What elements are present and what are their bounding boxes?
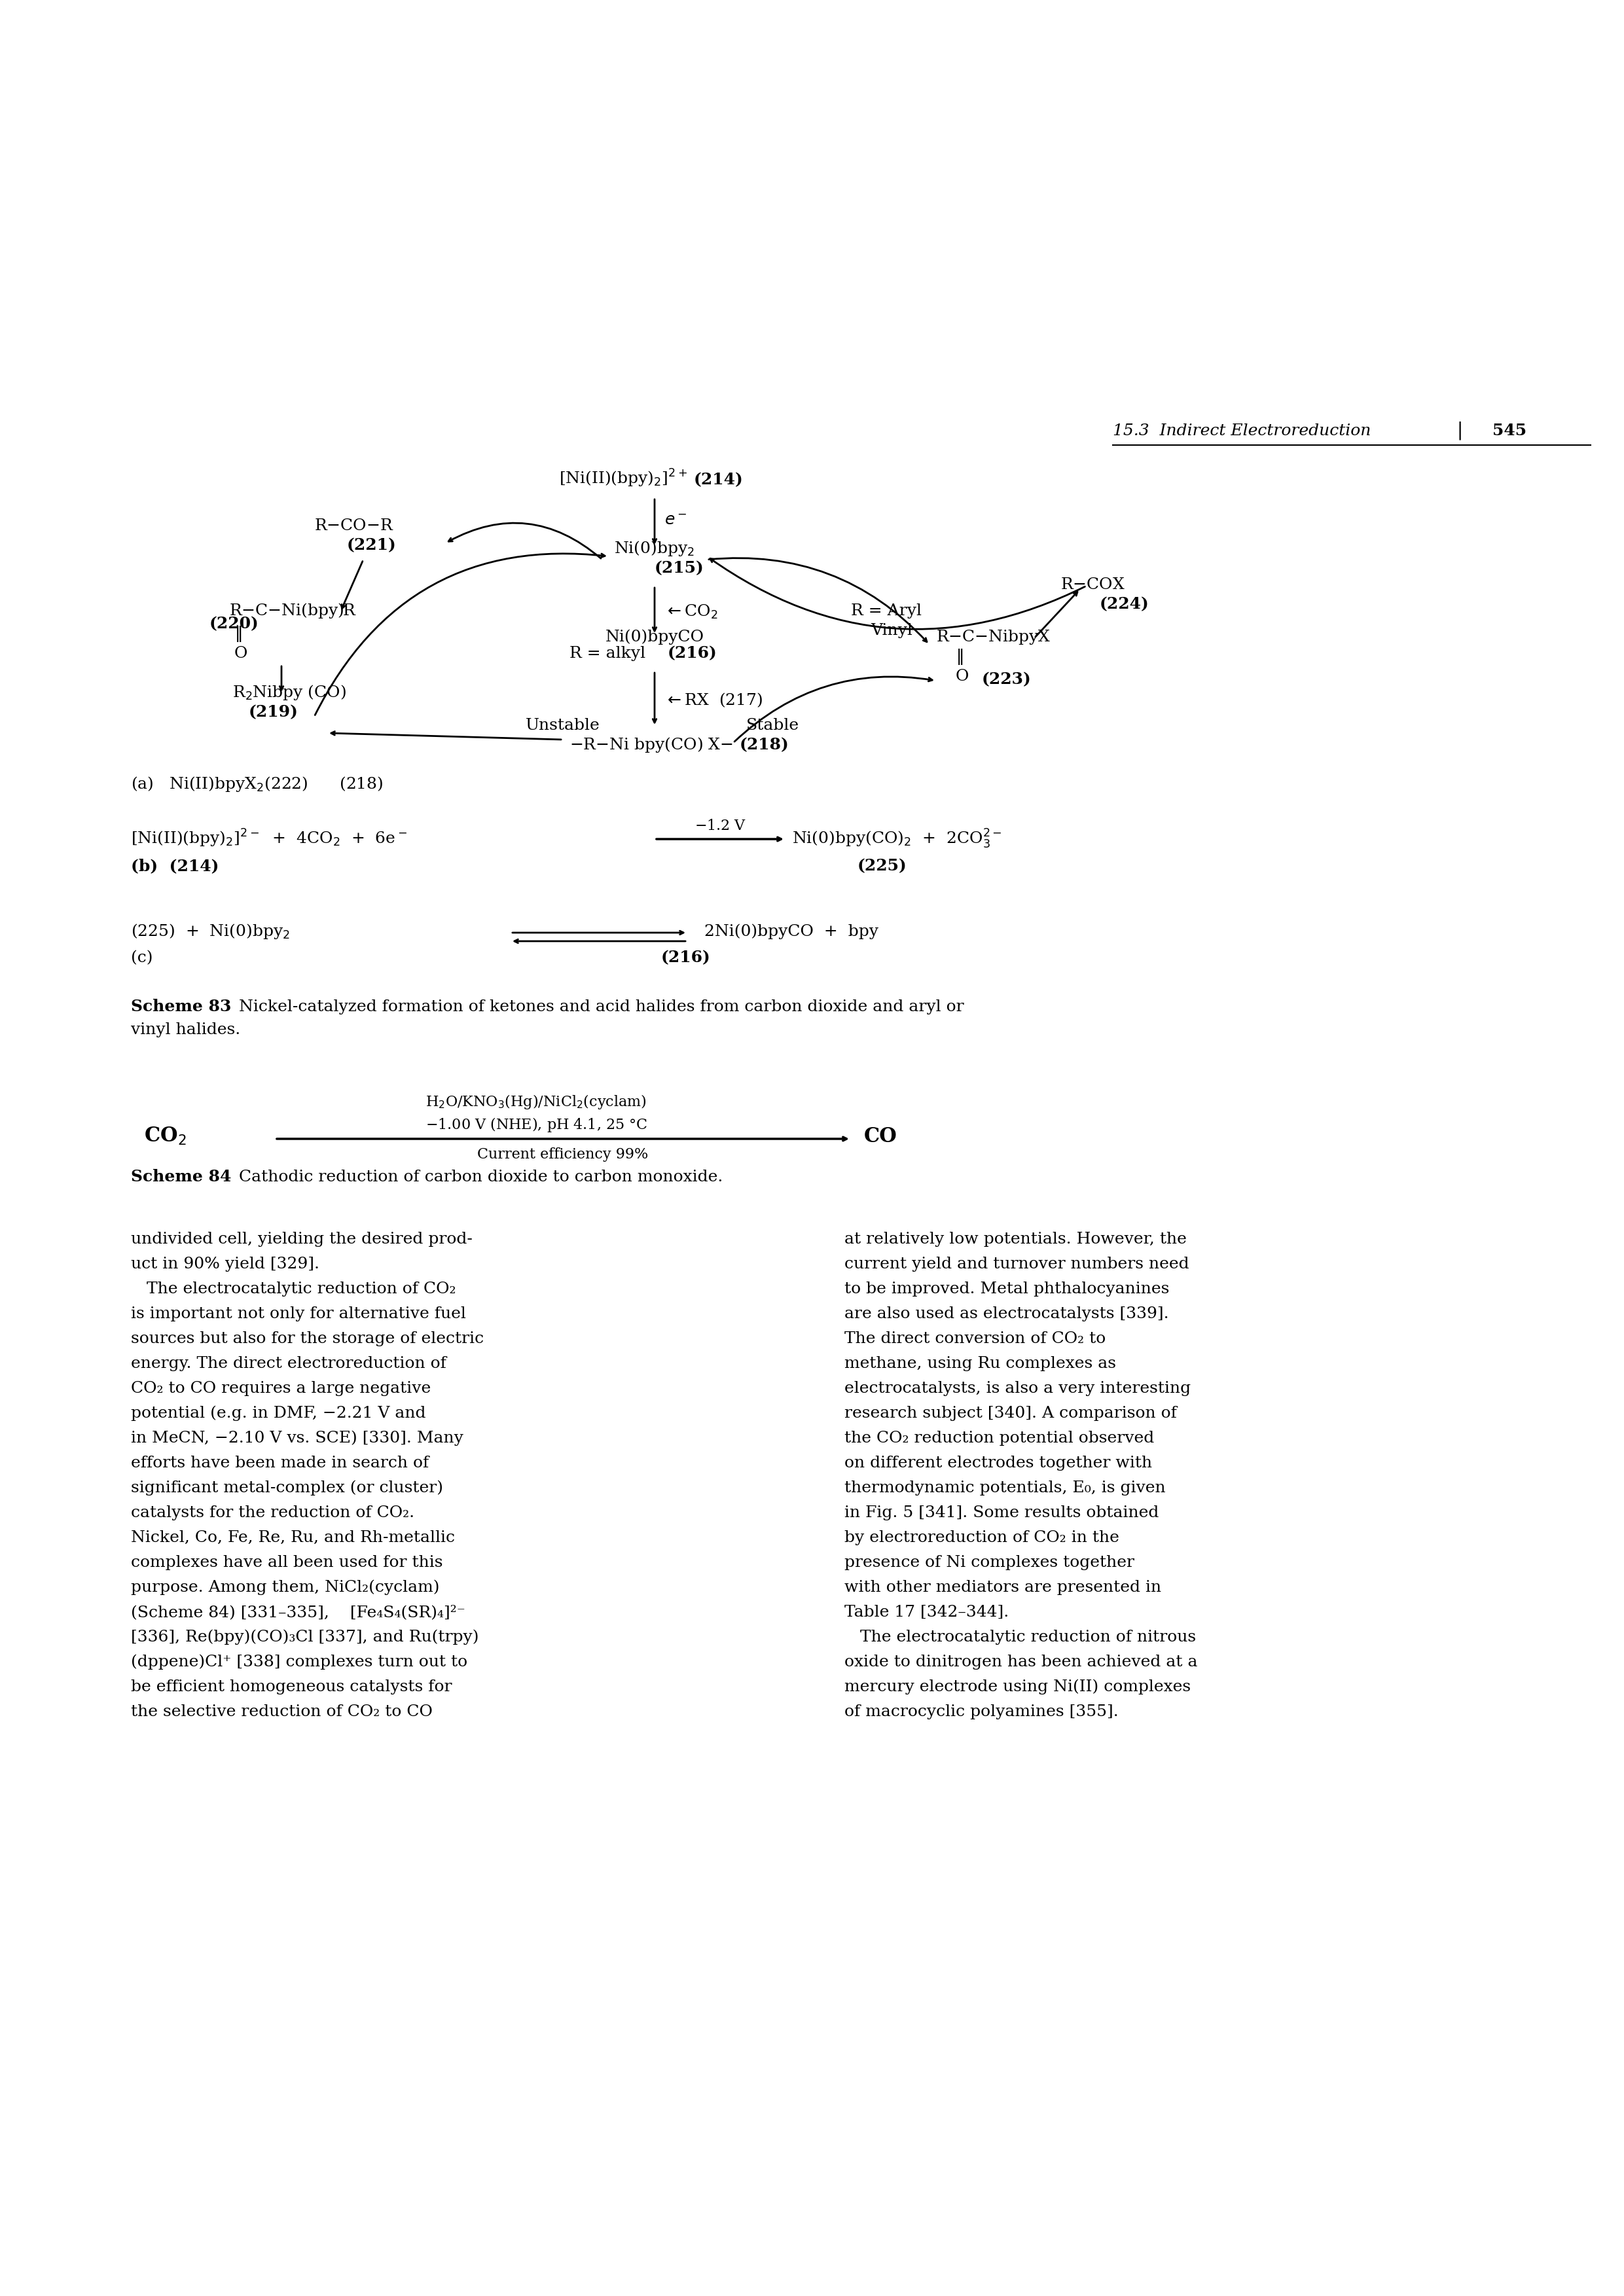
Text: (216): (216) <box>661 951 711 964</box>
Text: at relatively low potentials. However, the: at relatively low potentials. However, t… <box>844 1231 1187 1247</box>
Text: current yield and turnover numbers need: current yield and turnover numbers need <box>844 1256 1189 1272</box>
Text: |: | <box>1457 420 1463 439</box>
Text: Ni(0)bpy$_2$: Ni(0)bpy$_2$ <box>614 540 695 558</box>
Text: (223): (223) <box>983 670 1031 687</box>
Text: $e^-$: $e^-$ <box>664 512 687 528</box>
Text: are also used as electrocatalysts [339].: are also used as electrocatalysts [339]. <box>844 1306 1169 1322</box>
Text: R$-$C$-$NibpyX: R$-$C$-$NibpyX <box>935 629 1051 645</box>
Text: potential (e.g. in DMF, −2.21 V and: potential (e.g. in DMF, −2.21 V and <box>132 1405 425 1421</box>
Text: mercury electrode using Ni(II) complexes: mercury electrode using Ni(II) complexes <box>844 1678 1190 1694</box>
Text: $\leftarrow$CO$_2$: $\leftarrow$CO$_2$ <box>664 604 718 620</box>
Text: purpose. Among them, NiCl₂(cyclam): purpose. Among them, NiCl₂(cyclam) <box>132 1580 440 1596</box>
Text: [336], Re(bpy)(CO)₃Cl [337], and Ru(trpy): [336], Re(bpy)(CO)₃Cl [337], and Ru(trpy… <box>132 1630 479 1644</box>
Text: in MeCN, −2.10 V vs. SCE) [330]. Many: in MeCN, −2.10 V vs. SCE) [330]. Many <box>132 1430 463 1446</box>
Text: Stable: Stable <box>745 719 799 732</box>
Text: sources but also for the storage of electric: sources but also for the storage of elec… <box>132 1332 484 1345</box>
Text: the CO₂ reduction potential observed: the CO₂ reduction potential observed <box>844 1430 1155 1446</box>
Text: O: O <box>234 645 248 661</box>
Text: research subject [340]. A comparison of: research subject [340]. A comparison of <box>844 1405 1177 1421</box>
Text: 545: 545 <box>1492 422 1527 439</box>
Text: uct in 90% yield [329].: uct in 90% yield [329]. <box>132 1256 320 1272</box>
Text: Ni(0)bpyCO: Ni(0)bpyCO <box>606 629 703 645</box>
Text: [Ni(II)(bpy)$_2$]$^{2-}$  +  4CO$_2$  +  6e$^-$: [Ni(II)(bpy)$_2$]$^{2-}$ + 4CO$_2$ + 6e$… <box>132 829 408 850</box>
Text: thermodynamic potentials, E₀, is given: thermodynamic potentials, E₀, is given <box>844 1481 1166 1495</box>
Text: R$-$C$-$Ni(bpy)R: R$-$C$-$Ni(bpy)R <box>229 602 357 620</box>
Text: $-$1.2 V: $-$1.2 V <box>693 820 745 833</box>
Text: (219): (219) <box>248 705 299 721</box>
Text: complexes have all been used for this: complexes have all been used for this <box>132 1554 443 1570</box>
Text: (c): (c) <box>132 951 153 964</box>
Text: Scheme 84: Scheme 84 <box>132 1169 231 1185</box>
Text: on different electrodes together with: on different electrodes together with <box>844 1456 1151 1472</box>
Text: 2Ni(0)bpyCO  +  bpy: 2Ni(0)bpyCO + bpy <box>693 923 879 939</box>
Text: in Fig. 5 [341]. Some results obtained: in Fig. 5 [341]. Some results obtained <box>844 1506 1160 1520</box>
Text: [Ni(II)(bpy)$_2$]$^{2+}$: [Ni(II)(bpy)$_2$]$^{2+}$ <box>559 468 687 489</box>
Text: (224): (224) <box>1099 597 1150 613</box>
Text: Nickel, Co, Fe, Re, Ru, and Rh-metallic: Nickel, Co, Fe, Re, Ru, and Rh-metallic <box>132 1529 455 1545</box>
Text: Vinyl: Vinyl <box>870 622 913 638</box>
Text: Current efficiency 99%: Current efficiency 99% <box>477 1148 648 1162</box>
Text: H$_2$O/KNO$_3$(Hg)/NiCl$_2$(cyclam): H$_2$O/KNO$_3$(Hg)/NiCl$_2$(cyclam) <box>425 1093 646 1111</box>
Text: (b)  (214): (b) (214) <box>132 859 219 875</box>
Text: (a)   Ni(II)bpyX$_2$(222)      (218): (a) Ni(II)bpyX$_2$(222) (218) <box>132 776 383 792</box>
Text: (218): (218) <box>739 737 789 753</box>
Text: (Scheme 84) [331–335],    [Fe₄S₄(SR)₄]²⁻: (Scheme 84) [331–335], [Fe₄S₄(SR)₄]²⁻ <box>132 1605 466 1621</box>
Text: be efficient homogeneous catalysts for: be efficient homogeneous catalysts for <box>132 1678 451 1694</box>
Text: (214): (214) <box>693 473 744 487</box>
Text: Scheme 83: Scheme 83 <box>132 999 231 1015</box>
Text: Table 17 [342–344].: Table 17 [342–344]. <box>844 1605 1009 1621</box>
Text: Ni(0)bpy(CO)$_2$  +  2CO$_3^{2-}$: Ni(0)bpy(CO)$_2$ + 2CO$_3^{2-}$ <box>793 829 1002 850</box>
Text: $\Vert$: $\Vert$ <box>234 625 242 643</box>
Text: Nickel-catalyzed formation of ketones and acid halides from carbon dioxide and a: Nickel-catalyzed formation of ketones an… <box>239 999 965 1015</box>
Text: (dppene)Cl⁺ [338] complexes turn out to: (dppene)Cl⁺ [338] complexes turn out to <box>132 1653 468 1669</box>
Text: vinyl halides.: vinyl halides. <box>132 1022 240 1038</box>
Text: $\Vert$: $\Vert$ <box>955 647 963 666</box>
Text: presence of Ni complexes together: presence of Ni complexes together <box>844 1554 1135 1570</box>
Text: Unstable: Unstable <box>526 719 601 732</box>
Text: R$_2$Nibpy (CO): R$_2$Nibpy (CO) <box>232 684 346 703</box>
Text: CO: CO <box>864 1127 896 1146</box>
Text: The electrocatalytic reduction of CO₂: The electrocatalytic reduction of CO₂ <box>132 1281 456 1297</box>
Text: The direct conversion of CO₂ to: The direct conversion of CO₂ to <box>844 1332 1106 1345</box>
Text: methane, using Ru complexes as: methane, using Ru complexes as <box>844 1357 1116 1371</box>
Text: (225)  +  Ni(0)bpy$_2$: (225) + Ni(0)bpy$_2$ <box>132 923 291 941</box>
Text: The electrocatalytic reduction of nitrous: The electrocatalytic reduction of nitrou… <box>844 1630 1195 1644</box>
Text: CO$_2$: CO$_2$ <box>145 1125 187 1146</box>
Text: with other mediators are presented in: with other mediators are presented in <box>844 1580 1161 1596</box>
Text: of macrocyclic polyamines [355].: of macrocyclic polyamines [355]. <box>844 1704 1119 1720</box>
Text: significant metal-complex (or cluster): significant metal-complex (or cluster) <box>132 1481 443 1495</box>
Text: 15.3  Indirect Electroreduction: 15.3 Indirect Electroreduction <box>1112 422 1371 439</box>
Text: R$-$CO$-$R: R$-$CO$-$R <box>313 519 395 533</box>
Text: $-$1.00 V (NHE), pH 4.1, 25 $\degree$C: $-$1.00 V (NHE), pH 4.1, 25 $\degree$C <box>425 1116 648 1134</box>
Text: by electroreduction of CO₂ in the: by electroreduction of CO₂ in the <box>844 1529 1119 1545</box>
Text: O: O <box>955 668 970 684</box>
Text: the selective reduction of CO₂ to CO: the selective reduction of CO₂ to CO <box>132 1704 432 1720</box>
Text: R = alkyl: R = alkyl <box>570 645 645 661</box>
Text: Cathodic reduction of carbon dioxide to carbon monoxide.: Cathodic reduction of carbon dioxide to … <box>239 1169 723 1185</box>
Text: CO₂ to CO requires a large negative: CO₂ to CO requires a large negative <box>132 1380 430 1396</box>
Text: oxide to dinitrogen has been achieved at a: oxide to dinitrogen has been achieved at… <box>844 1655 1197 1669</box>
Text: (216): (216) <box>667 645 718 661</box>
Text: (225): (225) <box>857 859 908 875</box>
Text: catalysts for the reduction of CO₂.: catalysts for the reduction of CO₂. <box>132 1506 414 1520</box>
Text: (220): (220) <box>209 615 260 631</box>
Text: (215): (215) <box>654 560 705 576</box>
Text: R$-$COX: R$-$COX <box>1060 576 1125 592</box>
Text: $-$R$-$Ni bpy(CO) X$-$: $-$R$-$Ni bpy(CO) X$-$ <box>570 735 732 753</box>
Text: R = Aryl: R = Aryl <box>851 604 922 618</box>
Text: electrocatalysts, is also a very interesting: electrocatalysts, is also a very interes… <box>844 1380 1190 1396</box>
Text: to be improved. Metal phthalocyanines: to be improved. Metal phthalocyanines <box>844 1281 1169 1297</box>
Text: (221): (221) <box>348 537 396 553</box>
Text: is important not only for alternative fuel: is important not only for alternative fu… <box>132 1306 466 1322</box>
Text: energy. The direct electroreduction of: energy. The direct electroreduction of <box>132 1357 447 1371</box>
Text: efforts have been made in search of: efforts have been made in search of <box>132 1456 429 1472</box>
Text: undivided cell, yielding the desired prod-: undivided cell, yielding the desired pro… <box>132 1231 473 1247</box>
Text: $\leftarrow$RX  (217): $\leftarrow$RX (217) <box>664 691 763 709</box>
